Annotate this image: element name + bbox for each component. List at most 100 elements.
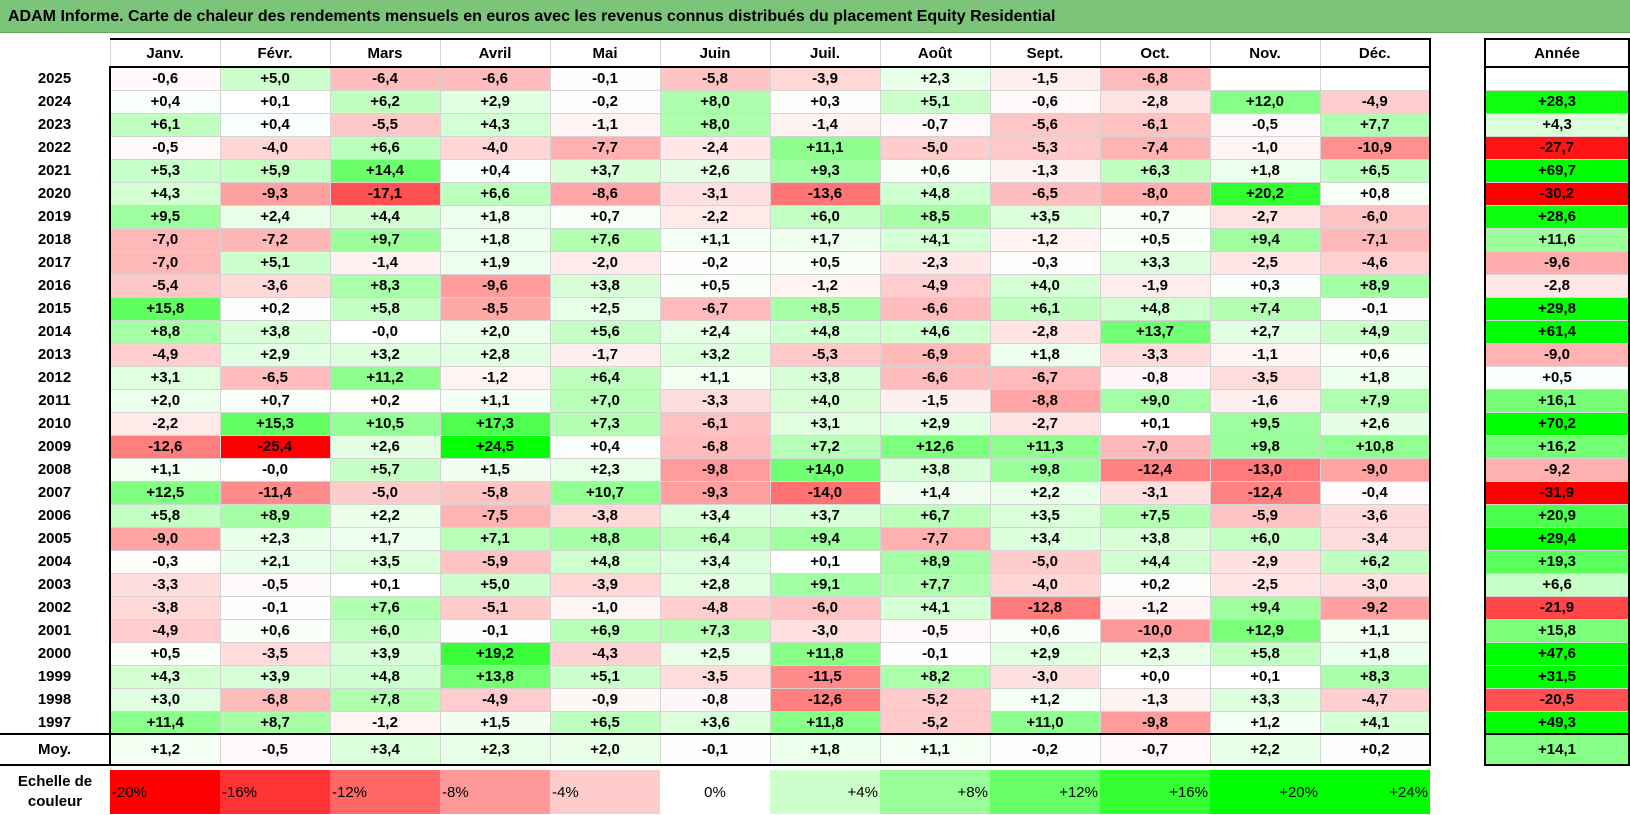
heatmap-cell: +12,0 [1209, 89, 1321, 114]
heatmap-cell: -1,4 [329, 250, 441, 275]
heatmap-cell: +24,5 [439, 434, 551, 459]
heatmap-cell: +3,5 [989, 503, 1101, 528]
year-row: 2013 -4,9 +2,9 +3,2 +2,8 -1,7 +3,2 -5,3 -6,9 +1,8… [0, 342, 1431, 367]
heatmap-cell: +0,6 [1319, 342, 1431, 367]
heatmap-cell: +0,7 [1099, 204, 1211, 229]
annual-cell: +16,2 [1484, 434, 1630, 459]
heatmap-cell: -1,4 [769, 112, 881, 137]
heatmap-cell: -3,8 [109, 595, 221, 620]
annual-table: Année +28,3 +4,3 -27,7 +69,7 -30,2 +28,6 +11,6… [1484, 38, 1630, 766]
heatmap-cell: +6,4 [549, 365, 661, 390]
heatmap-cell: +3,7 [549, 158, 661, 183]
average-cell: +2,2 [1209, 733, 1321, 766]
year-label: 2016 [0, 274, 111, 297]
heatmap-cell: -0,1 [879, 641, 991, 666]
heatmap-cell: +7,1 [439, 526, 551, 551]
year-row: 2007 +12,5 -11,4 -5,0 -5,8 +10,7 -9,3 -14,0 +1,4… [0, 480, 1431, 505]
year-row: 2006 +5,8 +8,9 +2,2 -7,5 -3,8 +3,4 +3,7 +6,7 +3,5… [0, 503, 1431, 528]
heatmap-cell: -6,9 [879, 342, 991, 367]
heatmap-cell: -7,0 [109, 227, 221, 252]
heatmap-cell: +2,6 [659, 158, 771, 183]
year-row: 2024 +0,4 +0,1 +6,2 +2,9 -0,2 +8,0 +0,3 +5,1 -0,6… [0, 89, 1431, 114]
heatmap-cell: +0,2 [329, 388, 441, 413]
annual-cell: +19,3 [1484, 549, 1630, 574]
average-cell: +3,4 [329, 733, 441, 766]
heatmap-cell: -4,6 [1319, 250, 1431, 275]
heatmap-cell: +1,1 [439, 388, 551, 413]
heatmap-cell: +8,3 [329, 273, 441, 298]
heatmap-cell: -7,0 [1099, 434, 1211, 459]
heatmap-cell: -9,8 [659, 457, 771, 482]
year-label: 2011 [0, 389, 111, 412]
color-scale-step: +16% [1100, 770, 1210, 814]
annual-cell: +28,6 [1484, 204, 1630, 229]
color-scale-step: 0% [660, 770, 770, 814]
month-header: Oct. [1099, 38, 1211, 68]
annual-average-cell: +14,1 [1484, 733, 1630, 766]
heatmap-cell [1209, 66, 1321, 91]
heatmap-cell: -6,0 [1319, 204, 1431, 229]
annual-cell: +47,6 [1484, 641, 1630, 666]
year-row: 2022 -0,5 -4,0 +6,6 -4,0 -7,7 -2,4 +11,1 -5,0 -5,… [0, 135, 1431, 160]
year-row: 2010 -2,2 +15,3 +10,5 +17,3 +7,3 -6,1 +3,1 +2,9-… [0, 411, 1431, 436]
year-label: 2004 [0, 550, 111, 573]
heatmap-cell: -0,9 [549, 687, 661, 712]
heatmap-cell: +8,7 [219, 710, 331, 735]
annual-cell: -9,0 [1484, 342, 1630, 367]
heatmap-cell: +0,8 [1319, 181, 1431, 206]
heatmap-cell: -1,2 [329, 710, 441, 735]
heatmap-cell: +3,4 [659, 503, 771, 528]
heatmap-cell: -5,3 [769, 342, 881, 367]
heatmap-cell: +0,6 [219, 618, 331, 643]
heatmap-cell: +6,0 [1209, 526, 1321, 551]
heatmap-cell: +1,2 [1209, 710, 1321, 735]
heatmap-cell: +8,2 [879, 664, 991, 689]
heatmap-cell: +4,8 [1099, 296, 1211, 321]
heatmap-cell: +2,8 [659, 572, 771, 597]
heatmap-cell: -0,0 [329, 319, 441, 344]
corner-cell [0, 39, 110, 67]
heatmap-cell: +7,6 [549, 227, 661, 252]
annual-cell: +15,8 [1484, 618, 1630, 643]
heatmap-cell: +1,8 [439, 227, 551, 252]
color-scale-step: -12% [330, 770, 440, 814]
heatmap-cell: -3,1 [1099, 480, 1211, 505]
heatmap-cell: +3,3 [1209, 687, 1321, 712]
heatmap-cell: -2,5 [1209, 572, 1321, 597]
heatmap-cell: +4,1 [879, 227, 991, 252]
year-row: 2004 -0,3 +2,1 +3,5 -5,9 +4,8 +3,4 +0,1 +8,9 -5,0… [0, 549, 1431, 574]
heatmap-cell: +8,0 [659, 112, 771, 137]
year-label: 2003 [0, 573, 111, 596]
heatmap-cell: +4,1 [1319, 710, 1431, 735]
average-cell: -0,5 [219, 733, 331, 766]
heatmap-cell: +4,3 [109, 181, 221, 206]
heatmap-cell: -1,9 [1099, 273, 1211, 298]
annual-cell: +28,3 [1484, 89, 1630, 114]
annual-cell: -21,9 [1484, 595, 1630, 620]
heatmap-cell: -9,8 [1099, 710, 1211, 735]
heatmap-cell: -1,6 [1209, 388, 1321, 413]
heatmap-cell: -1,2 [1099, 595, 1211, 620]
heatmap-cell: +7,3 [549, 411, 661, 436]
color-scale-step: +4% [770, 770, 880, 814]
heatmap-cell: +11,3 [989, 434, 1101, 459]
heatmap-cell: +1,8 [1319, 365, 1431, 390]
heatmap-cell: +5,8 [109, 503, 221, 528]
heatmap-cell: -6,6 [439, 66, 551, 91]
heatmap-cell: -2,2 [109, 411, 221, 436]
year-label: 2018 [0, 228, 111, 251]
heatmap-cell: +13,8 [439, 664, 551, 689]
heatmap-cell: -1,5 [879, 388, 991, 413]
heatmap-cell: -11,4 [219, 480, 331, 505]
heatmap-cell: -2,0 [549, 250, 661, 275]
color-scale-step: -20% [110, 770, 220, 814]
heatmap-cell: -0,6 [109, 66, 221, 91]
heatmap-cell: +9,1 [769, 572, 881, 597]
heatmap-cell: -1,1 [549, 112, 661, 137]
heatmap-cell: +6,1 [989, 296, 1101, 321]
heatmap-cell: +9,8 [989, 457, 1101, 482]
heatmap-cell: +7,0 [549, 388, 661, 413]
year-label: 2025 [0, 67, 111, 90]
heatmap-cell: +9,4 [1209, 227, 1321, 252]
heatmap-cell: +2,9 [439, 89, 551, 114]
